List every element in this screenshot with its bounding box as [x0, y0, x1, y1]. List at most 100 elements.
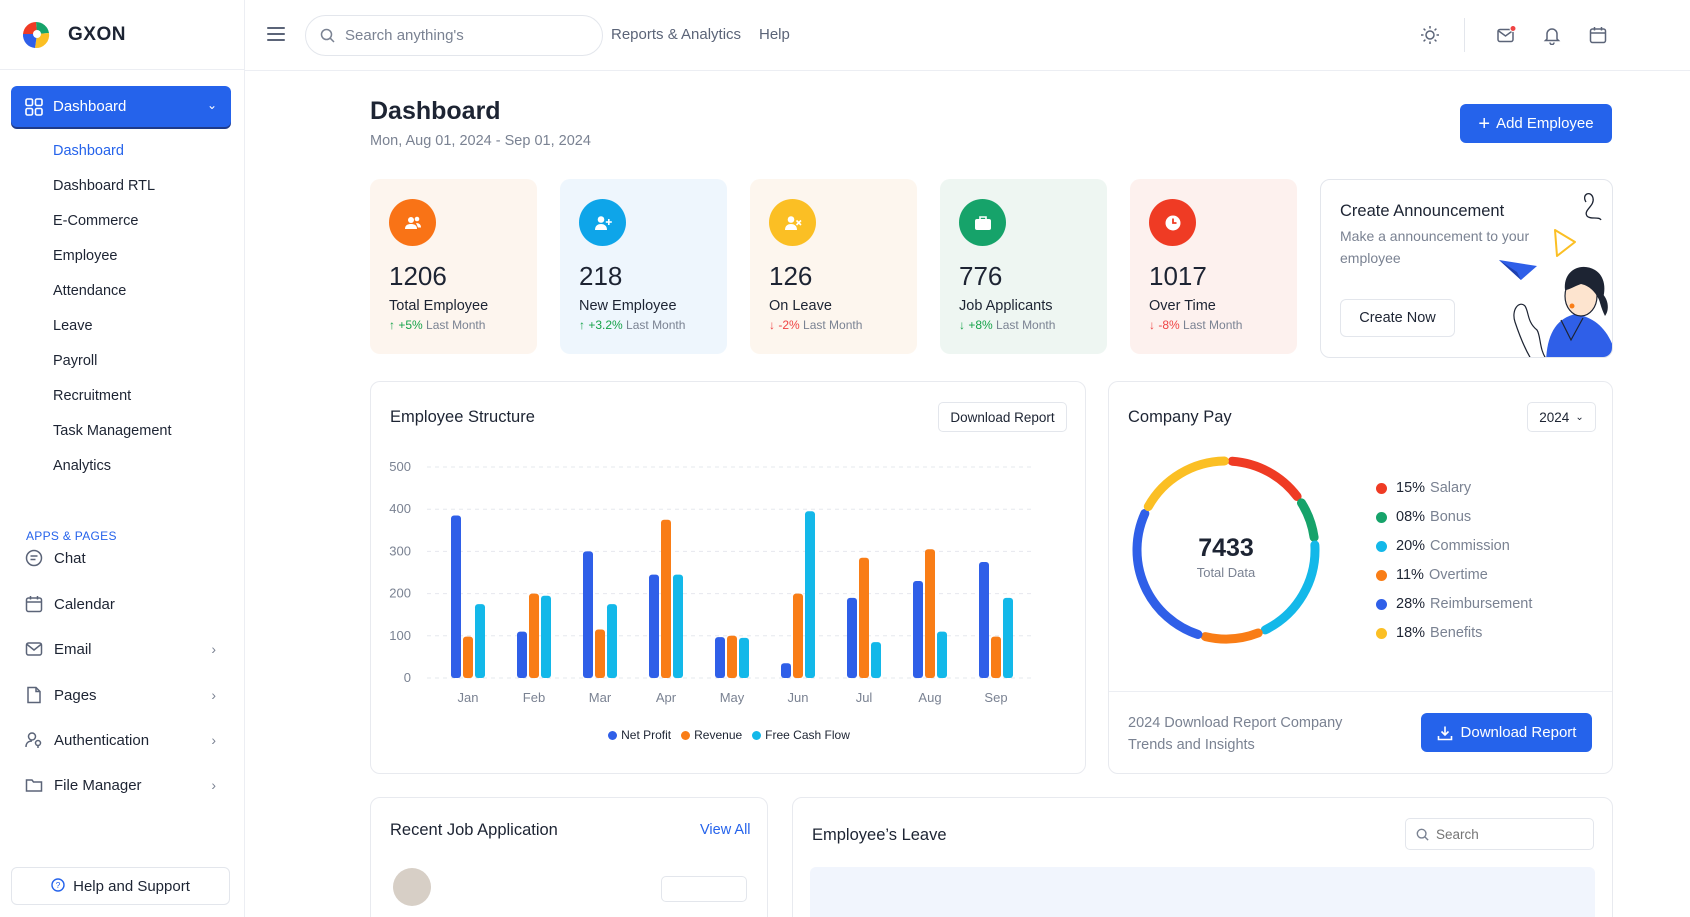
bar-revenue [661, 519, 671, 678]
brand[interactable]: GXON [0, 0, 244, 70]
submenu-ecommerce[interactable]: E-Commerce [53, 213, 139, 229]
stat-card-on-leave[interactable]: 126 On Leave ↓ -2% Last Month [750, 179, 917, 354]
y-tick-label: 400 [389, 501, 411, 516]
stat-card-over-time[interactable]: 1017 Over Time ↓ -8% Last Month [1130, 179, 1297, 354]
submenu-task-management[interactable]: Task Management [53, 423, 172, 439]
sidebar-item-file-manager[interactable]: File Manager › [24, 773, 224, 797]
donut-segment-reimbursement[interactable] [1132, 509, 1203, 639]
legend-item[interactable]: Free Cash Flow [752, 727, 850, 743]
folder-icon [24, 775, 44, 795]
sidebar: GXON Dashboard ⌄ Dashboard Dashboard RTL… [0, 0, 245, 917]
sidebar-item-email[interactable]: Email › [24, 637, 224, 661]
employee-leave-card: Employee’s Leave [792, 797, 1613, 917]
submenu-dashboard[interactable]: Dashboard [53, 143, 124, 159]
stat-label: On Leave [769, 298, 832, 314]
sidebar-item-chat[interactable]: Chat [24, 546, 224, 570]
stat-value: 126 [769, 261, 813, 291]
add-employee-label: Add Employee [1496, 115, 1594, 132]
sidebar-item-pages[interactable]: Pages › [24, 683, 224, 707]
sidebar-item-authentication[interactable]: Authentication › [24, 728, 224, 752]
theme-sun-icon[interactable] [1419, 24, 1441, 46]
donut-total: 7433 [1198, 534, 1254, 562]
legend-dot [681, 730, 691, 740]
sidebar-item-label: Chat [54, 549, 86, 567]
arrow-up-icon: ↑ [579, 318, 585, 332]
sidebar-item-dashboard[interactable]: Dashboard ⌄ [11, 86, 231, 127]
page-title: Dashboard [370, 97, 501, 125]
bar-free-cash-flow [475, 604, 485, 678]
pay-legend-overtime: 11% Overtime [1376, 567, 1488, 583]
header-divider [1464, 18, 1465, 52]
company-download-report-button[interactable]: Download Report [1421, 713, 1592, 752]
mail-icon[interactable] [1495, 24, 1517, 46]
donut-segment-benefits[interactable] [1143, 456, 1229, 512]
add-employee-button[interactable]: + Add Employee [1460, 104, 1612, 143]
year-value: 2024 [1539, 409, 1570, 425]
search-input[interactable] [345, 27, 585, 44]
legend-item[interactable]: Revenue [681, 727, 742, 743]
bar-free-cash-flow [739, 637, 749, 678]
stat-value: 776 [959, 261, 1003, 291]
submenu-recruitment[interactable]: Recruitment [53, 388, 132, 404]
x-tick-label: May [720, 690, 745, 705]
donut-segment-overtime[interactable] [1200, 628, 1263, 644]
download-report-button[interactable]: Download Report [938, 402, 1067, 432]
bar-revenue [991, 636, 1001, 678]
submenu-dashboard-rtl[interactable]: Dashboard RTL [53, 178, 156, 194]
calendar-icon[interactable] [1587, 24, 1609, 46]
bar-free-cash-flow [607, 604, 617, 678]
reports-analytics-link[interactable]: Reports & Analytics [611, 26, 742, 43]
bar-net-profit [913, 580, 923, 678]
submenu-attendance[interactable]: Attendance [53, 283, 127, 299]
stat-value: 1206 [389, 261, 447, 291]
arrow-down-icon: ↓ [769, 318, 775, 332]
bar-free-cash-flow [673, 574, 683, 678]
y-tick-label: 0 [404, 670, 411, 685]
bell-icon[interactable] [1541, 24, 1563, 46]
chevron-right-icon: › [211, 687, 216, 703]
legend-item[interactable]: Net Profit [608, 727, 671, 743]
view-all-link[interactable]: View All [700, 822, 751, 838]
help-support-button[interactable]: ? Help and Support [11, 867, 230, 905]
sidebar-item-label: Email [54, 640, 92, 658]
x-tick-label: Sep [984, 690, 1007, 705]
brand-logo-icon [22, 21, 50, 48]
stat-value: 218 [579, 261, 623, 291]
company-pay-footer-text: 2024 Download Report Company Trends and … [1128, 715, 1343, 753]
leave-search-input[interactable] [1436, 826, 1586, 842]
create-now-button[interactable]: Create Now [1340, 299, 1455, 337]
donut-segment-salary[interactable] [1227, 456, 1302, 501]
stat-label: New Employee [579, 298, 677, 314]
submenu-employee[interactable]: Employee [53, 248, 118, 264]
menu-icon[interactable] [267, 27, 285, 41]
announcement-title: Create Announcement [1340, 202, 1505, 220]
bar-revenue [595, 629, 605, 678]
clock-icon [1149, 199, 1196, 246]
year-select[interactable]: 2024 ⌄ [1527, 402, 1596, 432]
donut-segment-bonus[interactable] [1296, 498, 1319, 542]
stat-card-new-employee[interactable]: 218 New Employee ↑ +3.2% Last Month [560, 179, 727, 354]
y-tick-label: 100 [389, 628, 411, 643]
donut-segment-commission[interactable] [1260, 540, 1320, 635]
card-title: Employee Structure [390, 408, 535, 426]
stat-card-total-employee[interactable]: 1206 Total Employee ↑ +5% Last Month [370, 179, 537, 354]
bar-free-cash-flow [871, 642, 881, 678]
pay-legend-reimbursement: 28% Reimbursement [1376, 596, 1532, 612]
sidebar-item-calendar[interactable]: Calendar [24, 592, 224, 616]
topbar: Reports & Analytics Help [245, 0, 1690, 71]
stat-card-job-applicants[interactable]: 776 Job Applicants ↓ +8% Last Month [940, 179, 1107, 354]
help-support-label: Help and Support [73, 877, 190, 895]
submenu-payroll[interactable]: Payroll [53, 353, 98, 369]
stat-change: ↑ +3.2% Last Month [579, 318, 686, 332]
application-action-button[interactable] [661, 876, 747, 902]
bar-net-profit [583, 551, 593, 678]
submenu-leave[interactable]: Leave [53, 318, 93, 334]
date-range: Mon, Aug 01, 2024 - Sep 01, 2024 [370, 133, 591, 149]
calendar-icon [24, 594, 44, 614]
sidebar-item-label: File Manager [54, 776, 142, 794]
bar-net-profit [847, 597, 857, 678]
submenu-analytics[interactable]: Analytics [53, 458, 112, 474]
y-tick-label: 200 [389, 586, 411, 601]
help-link[interactable]: Help [759, 26, 790, 43]
legend-dot [1376, 511, 1387, 523]
